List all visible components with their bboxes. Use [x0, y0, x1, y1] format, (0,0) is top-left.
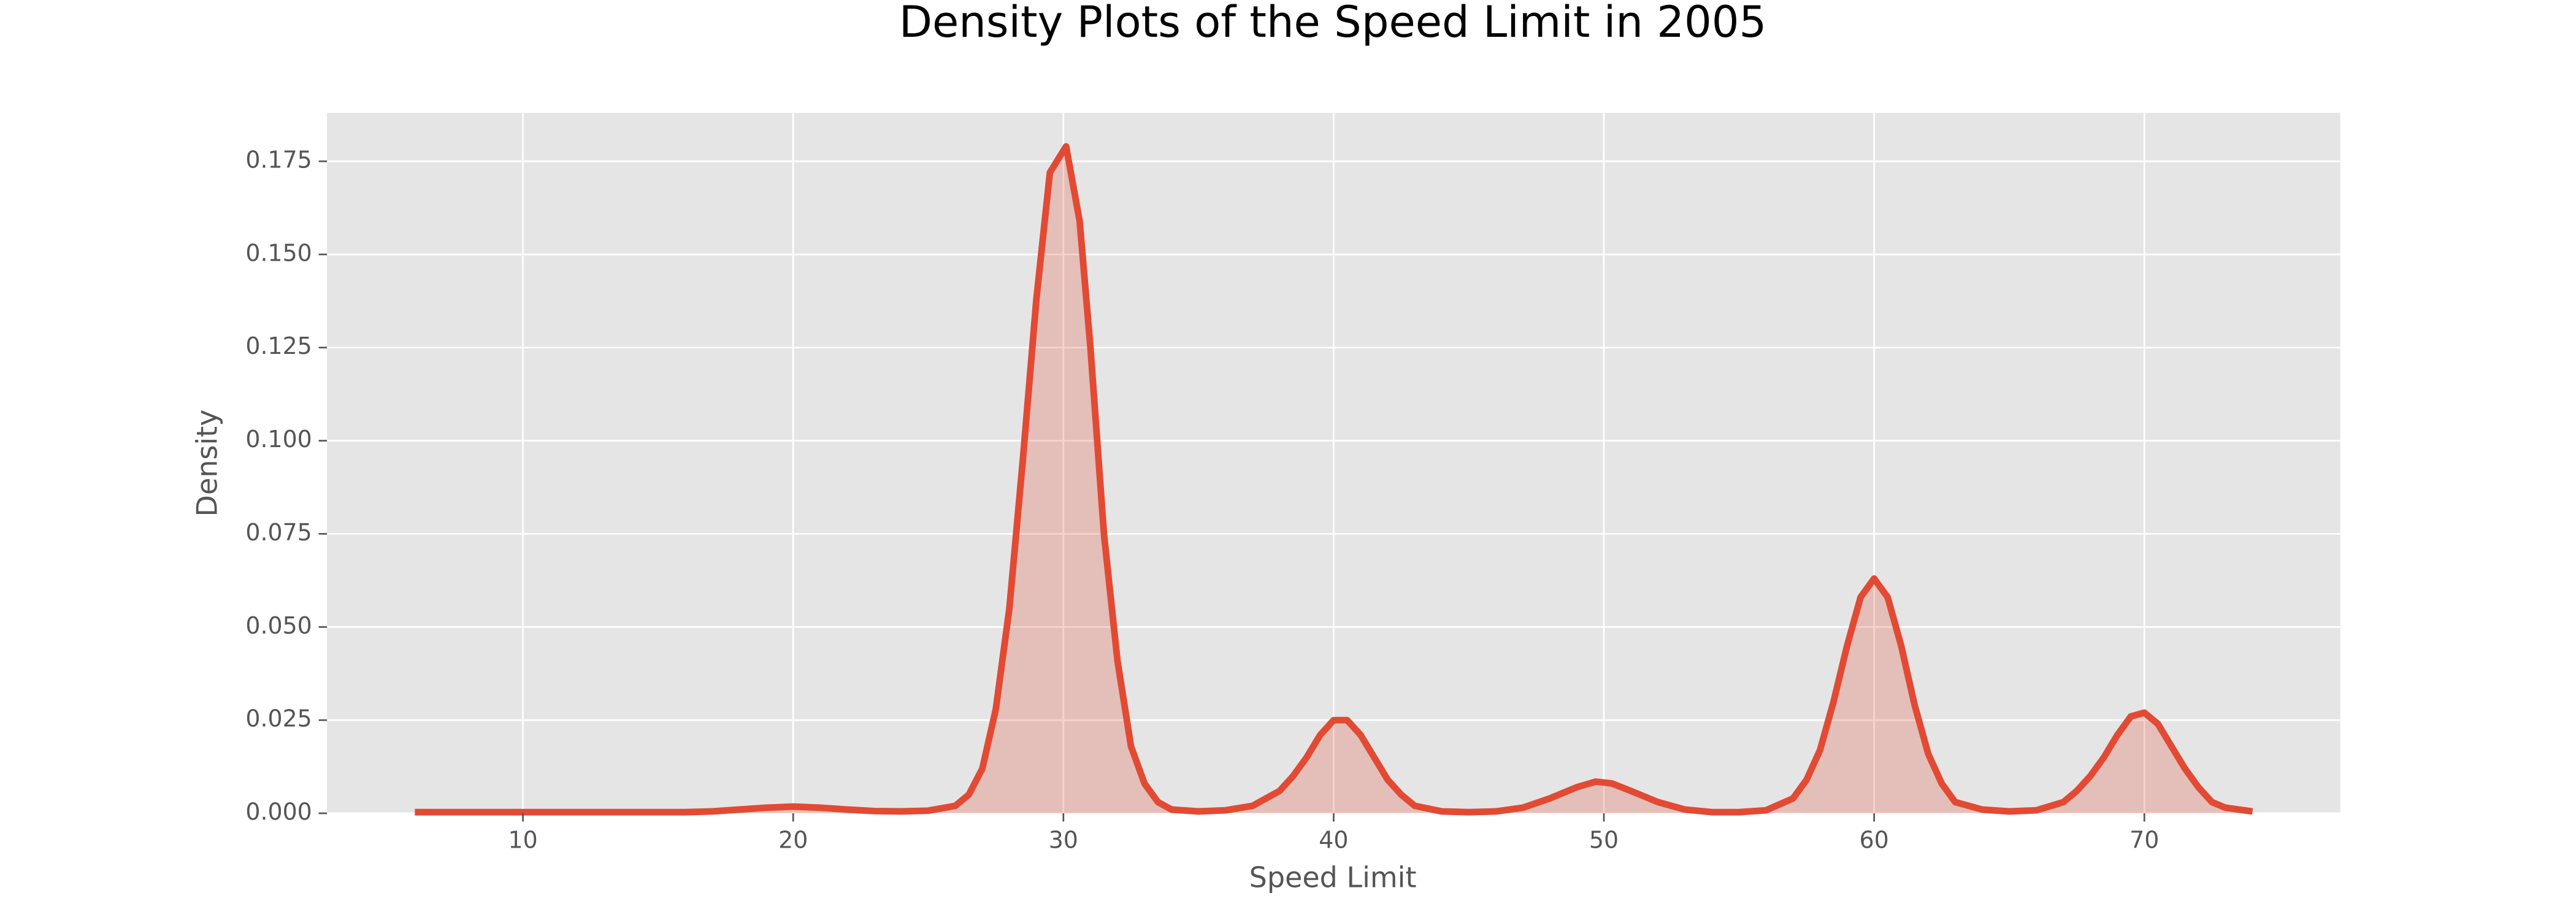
y-tick-label: 0.050	[245, 612, 312, 639]
x-tick-label: 30	[1049, 827, 1078, 854]
x-tick-label: 20	[778, 827, 808, 854]
y-axis-label: Density	[191, 410, 224, 517]
y-tick-label: 0.100	[245, 426, 312, 453]
chart-title: Density Plots of the Speed Limit in 2005	[899, 0, 1766, 47]
x-tick-label: 10	[508, 827, 537, 854]
x-tick-label: 60	[1860, 827, 1889, 854]
x-tick-label: 50	[1589, 827, 1619, 854]
x-tick-label: 40	[1319, 827, 1348, 854]
x-axis-label: Speed Limit	[1249, 861, 1417, 894]
x-tick-label: 70	[2129, 827, 2159, 854]
y-tick-label: 0.150	[245, 239, 312, 266]
y-tick-label: 0.000	[245, 798, 312, 825]
y-tick-label: 0.025	[245, 705, 312, 732]
y-tick-label: 0.075	[245, 519, 312, 546]
density-line	[415, 143, 2253, 816]
y-tick-label: 0.125	[245, 332, 312, 359]
y-tick-label: 0.175	[245, 146, 312, 173]
